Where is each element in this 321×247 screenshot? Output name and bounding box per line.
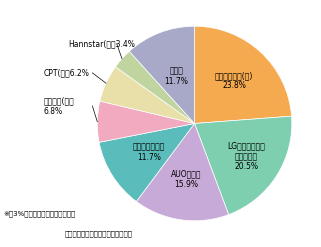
Text: ディスプレイサーチ資料により作成: ディスプレイサーチ資料により作成 <box>64 230 132 237</box>
Wedge shape <box>129 26 195 124</box>
Wedge shape <box>116 51 195 124</box>
Text: ※　3%以上のシェアを有する企業: ※ 3%以上のシェアを有する企業 <box>3 211 75 217</box>
Text: サムスン電子(韓)
23.8%: サムスン電子(韓) 23.8% <box>215 71 253 90</box>
Wedge shape <box>99 124 195 202</box>
Wedge shape <box>97 101 195 142</box>
Text: AUO（台）
15.9%: AUO（台） 15.9% <box>171 170 202 189</box>
Text: 奇美電子（台）
11.7%: 奇美電子（台） 11.7% <box>133 142 165 162</box>
Text: Hannstar(台）3.4%: Hannstar(台）3.4% <box>68 39 135 48</box>
Text: CPT(台）6.2%: CPT(台）6.2% <box>44 68 90 77</box>
Wedge shape <box>195 116 292 215</box>
Wedge shape <box>136 124 229 221</box>
Wedge shape <box>100 67 195 124</box>
Text: その他
11.7%: その他 11.7% <box>164 67 188 86</box>
Text: LGフィリップス
（韓・蘭）
20.5%: LGフィリップス （韓・蘭） 20.5% <box>227 142 265 171</box>
Wedge shape <box>195 26 291 124</box>
Text: シャープ(日）
6.8%: シャープ(日） 6.8% <box>44 96 74 116</box>
